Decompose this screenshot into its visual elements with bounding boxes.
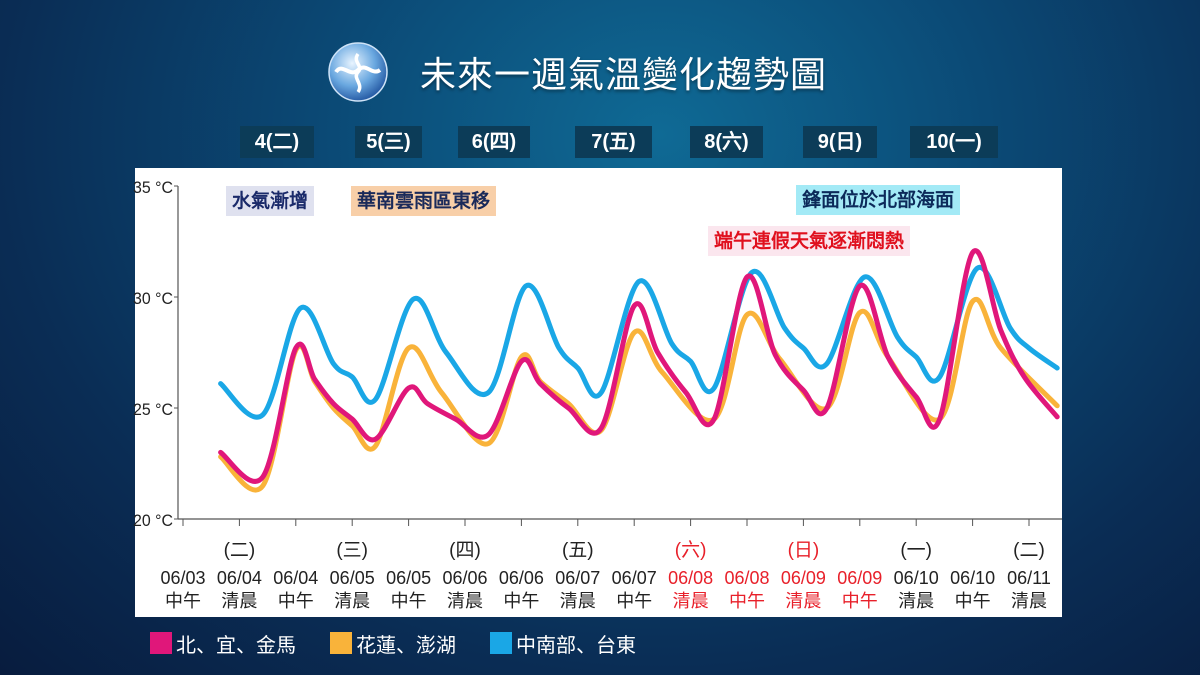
x-tick-day: (一) [900,540,932,561]
y-tick-label: 20 °C [133,511,173,530]
x-tick-date: 06/09 [837,568,882,588]
day-label: 6(四) [458,126,530,158]
x-tick-date: 06/10 [950,568,995,588]
x-tick-day: (二) [1013,540,1045,561]
x-tick-time: 清晨 [785,591,821,611]
x-tick-time: 中午 [391,591,427,611]
x-tick-time: 中午 [729,591,765,611]
day-label: 7(五) [575,126,652,158]
day-label: 10(一) [910,126,998,158]
x-tick-date: 06/08 [724,568,769,588]
x-tick-day: (二) [224,540,256,561]
x-tick-time: 清晨 [1011,591,1047,611]
x-tick-date: 06/10 [894,568,939,588]
x-tick-time: 清晨 [898,591,934,611]
cwa-logo-icon [328,42,388,102]
legend-label: 北、宜、金馬 [176,632,296,657]
series-line-2 [218,248,1060,484]
x-tick-day: (五) [562,540,594,561]
x-tick-date: 06/11 [1007,568,1051,588]
x-tick-time: 中午 [842,591,878,611]
y-tick-label: 35 °C [133,178,173,197]
x-tick-date: 06/05 [386,568,431,588]
x-tick-day: (六) [675,539,707,561]
x-tick-date: 06/08 [668,568,713,588]
x-tick-time: 中午 [955,591,991,611]
day-label: 4(二) [240,126,314,158]
x-tick-time: 中午 [503,591,539,611]
legend-swatch [150,632,172,654]
annotation-rain-area: 華南雲雨區東移 [351,186,497,216]
legend: 北、宜、金馬 花蓮、澎湖 中南部、台東 [150,629,670,658]
x-tick-date: 06/04 [217,568,262,588]
series-line-1 [218,296,1060,493]
x-tick-time: 中午 [616,591,652,611]
annotation-moisture: 水氣漸增 [226,186,315,216]
day-label: 9(日) [803,126,877,158]
x-tick-day: (四) [449,540,481,561]
x-tick-time: 清晨 [221,591,257,611]
legend-item-hualien: 花蓮、澎湖 [330,629,456,658]
x-tick-time: 中午 [165,591,201,611]
x-tick-date: 06/06 [442,568,487,588]
legend-label: 花蓮、澎湖 [356,632,456,657]
x-tick-time: 清晨 [560,591,596,611]
series-line-0 [218,264,1060,420]
legend-swatch [490,632,512,654]
legend-swatch [330,632,352,654]
x-tick-time: 清晨 [447,591,483,611]
x-tick-date: 06/07 [612,568,657,588]
x-tick-date: 06/07 [555,568,600,588]
legend-item-north: 北、宜、金馬 [150,629,296,658]
x-tick-day: (三) [336,540,368,561]
legend-label: 中南部、台東 [516,632,636,657]
annotation-holiday: 端午連假天氣逐漸悶熱 [708,226,911,256]
annotation-front: 鋒面位於北部海面 [796,185,961,215]
y-tick-label: 25 °C [133,400,173,419]
x-tick-time: 中午 [278,591,314,611]
day-label: 5(三) [355,126,422,158]
y-tick-label: 30 °C [133,289,173,308]
x-tick-time: 清晨 [334,591,370,611]
x-tick-date: 06/09 [781,568,826,588]
page-title: 未來一週氣溫變化趨勢圖 [420,55,828,96]
x-tick-date: 06/05 [330,568,375,588]
x-tick-date: 06/04 [273,568,318,588]
legend-item-south: 中南部、台東 [490,629,636,658]
x-tick-date: 06/06 [499,568,544,588]
x-tick-date: 06/03 [160,568,205,588]
x-tick-day: (日) [788,540,820,561]
x-tick-time: 清晨 [673,591,709,611]
day-label: 8(六) [690,126,763,158]
